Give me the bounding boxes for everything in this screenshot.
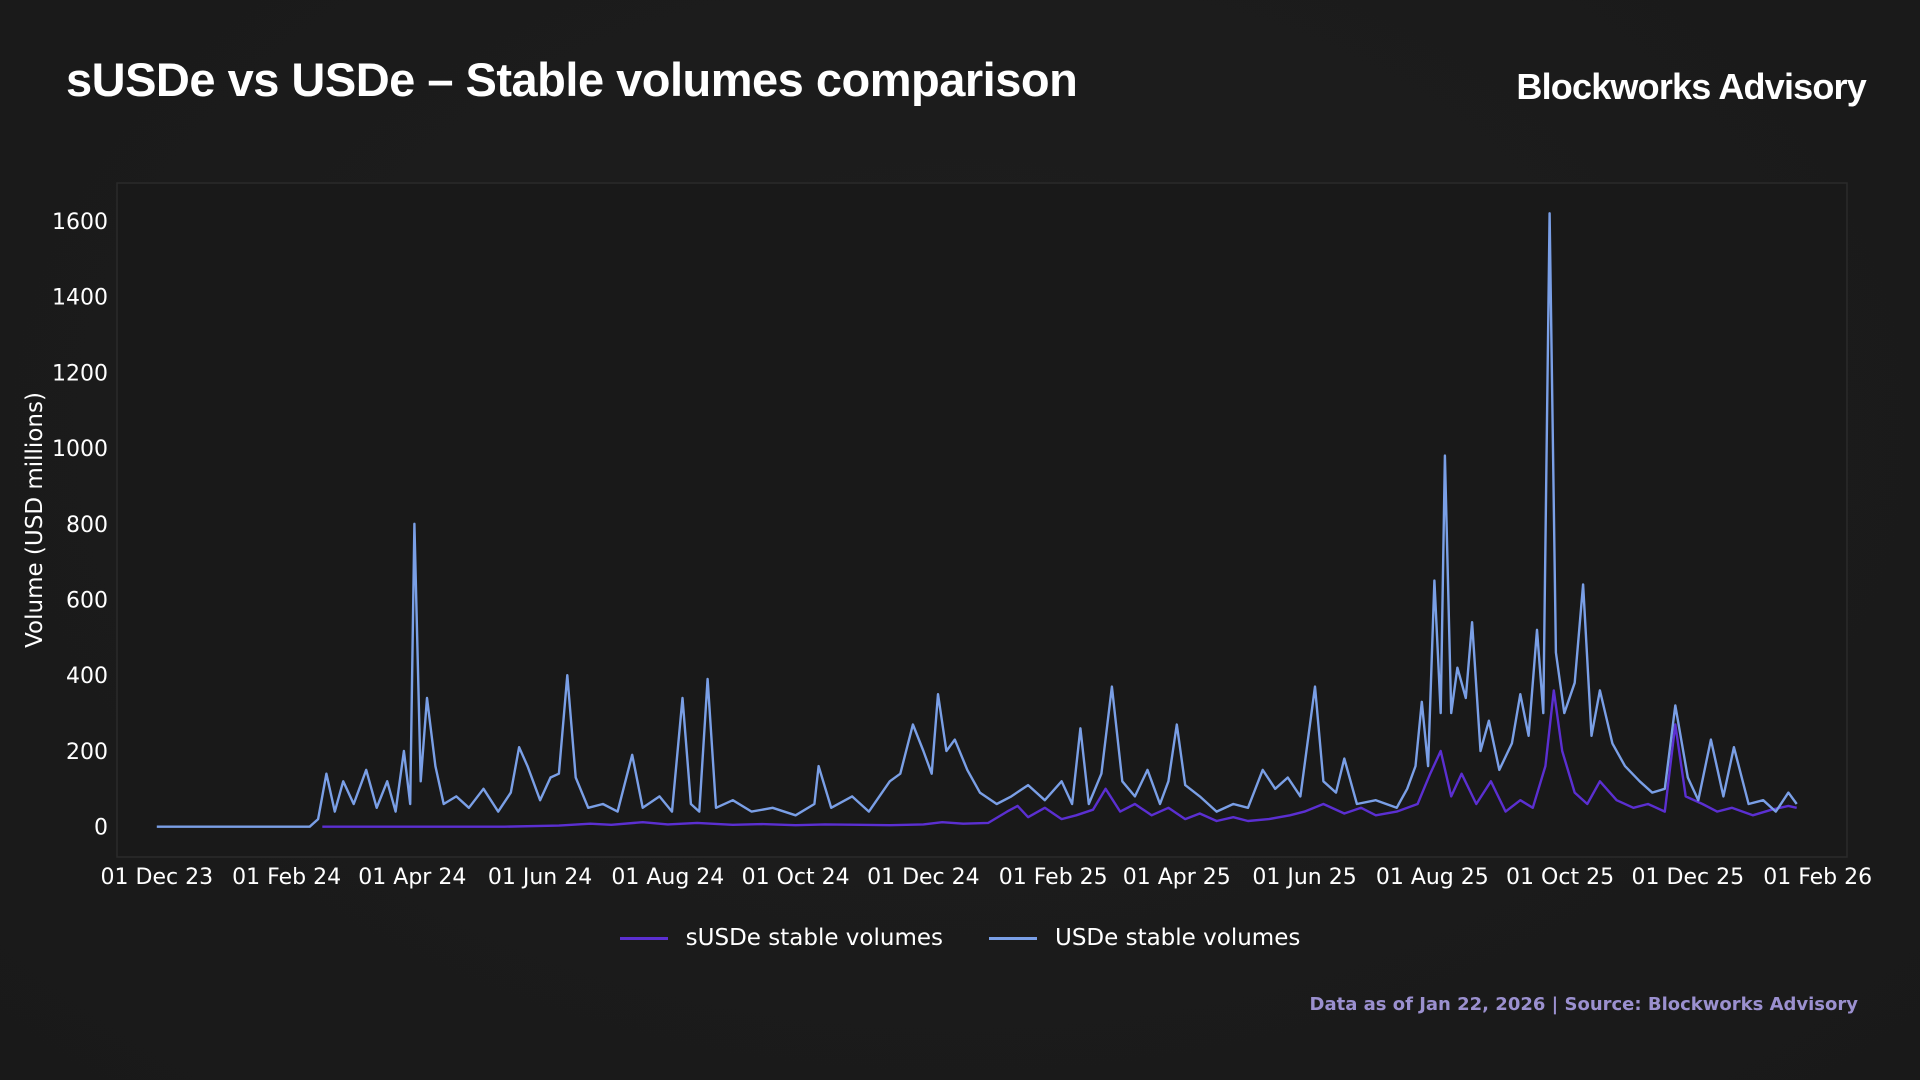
legend-item-usde: USDe stable volumes (988, 925, 1301, 951)
y-tick-label: 400 (66, 664, 108, 689)
y-tick-label: 800 (66, 513, 108, 538)
x-tick-label: 01 Feb 26 (1763, 865, 1872, 890)
brand-logo: Blockworks Advisory (1516, 66, 1866, 107)
y-tick-label: 1000 (52, 437, 108, 462)
x-tick-label: 01 Aug 25 (1376, 865, 1489, 890)
y-tick-label: 0 (94, 816, 108, 841)
x-tick-label: 01 Oct 24 (742, 865, 850, 890)
y-axis-label: Volume (USD millions) (22, 392, 48, 648)
series-lines (156, 212, 1798, 828)
x-tick-label: 01 Feb 25 (999, 865, 1108, 890)
series-line-usde (156, 212, 1798, 828)
legend-label-usde: USDe stable volumes (1054, 925, 1301, 951)
x-tick-label: 01 Feb 24 (232, 865, 341, 890)
x-tick-label: 01 Dec 23 (101, 865, 214, 890)
y-tick-label: 600 (66, 589, 108, 614)
x-tick-label: 01 Dec 24 (867, 865, 980, 890)
source-note: Data as of Jan 22, 2026 | Source: Blockw… (1309, 994, 1858, 1015)
x-tick-label: 01 Apr 25 (1123, 865, 1231, 890)
legend: sUSDe stable volumes USDe stable volumes (0, 925, 1920, 951)
x-axis-ticks: 01 Dec 23 01 Feb 24 01 Apr 24 01 Jun 24 01 A… (101, 865, 1873, 890)
legend-item-susde: sUSDe stable volumes (619, 925, 943, 951)
x-tick-label: 01 Jun 25 (1252, 865, 1356, 890)
legend-label-susde: sUSDe stable volumes (685, 925, 943, 951)
y-tick-label: 1400 (52, 286, 108, 311)
series-line-susde (322, 689, 1797, 828)
x-tick-label: 01 Dec 25 (1632, 865, 1745, 890)
legend-swatch-susde (619, 936, 668, 940)
x-tick-label: 01 Jun 24 (488, 865, 592, 890)
y-tick-label: 1600 (52, 210, 108, 235)
x-tick-label: 01 Aug 24 (611, 865, 724, 890)
legend-swatch-usde (988, 936, 1037, 940)
chart-title: sUSDe vs USDe – Stable volumes compariso… (66, 53, 1078, 106)
x-tick-label: 01 Apr 24 (358, 865, 466, 890)
y-tick-label: 200 (66, 740, 108, 765)
plot-area (116, 182, 1848, 858)
y-tick-label: 1200 (52, 361, 108, 386)
x-tick-label: 01 Oct 25 (1506, 865, 1614, 890)
y-axis-ticks: 0 200 400 600 800 1000 1200 1400 1600 (52, 210, 108, 841)
